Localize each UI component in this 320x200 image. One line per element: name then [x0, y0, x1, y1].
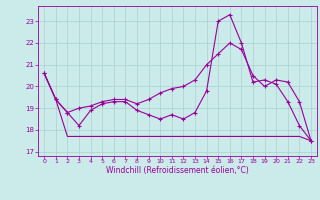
X-axis label: Windchill (Refroidissement éolien,°C): Windchill (Refroidissement éolien,°C)	[106, 166, 249, 175]
